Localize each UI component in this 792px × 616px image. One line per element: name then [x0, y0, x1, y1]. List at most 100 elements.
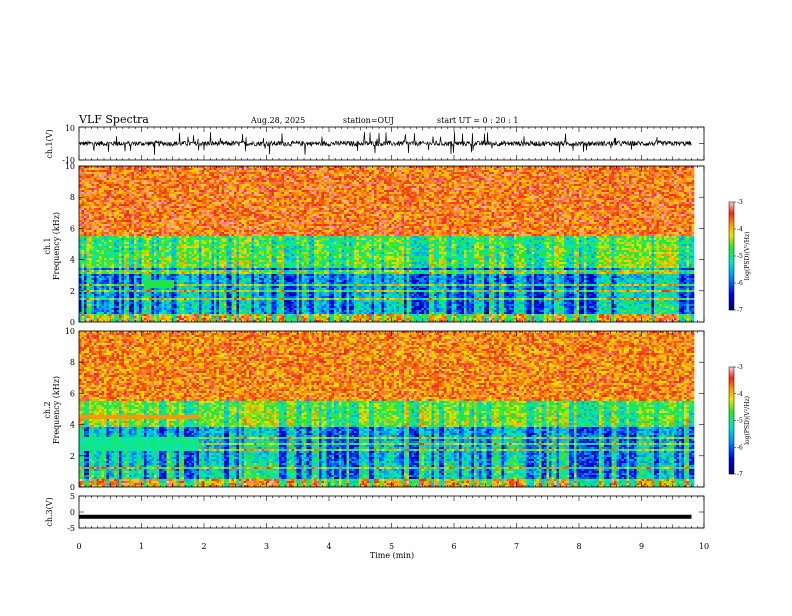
- spectrogram-cell: [154, 174, 157, 176]
- spectrogram-cell: [124, 304, 127, 306]
- spectrogram-cell: [179, 230, 182, 232]
- spectrogram-cell: [184, 280, 187, 282]
- spectrogram-cell: [119, 252, 122, 254]
- spectrogram-cell: [199, 208, 202, 210]
- spectrogram-cell: [187, 250, 190, 252]
- spectrogram-cell: [164, 282, 167, 284]
- spectrogram-cell: [109, 210, 112, 212]
- spectrogram-cell: [187, 280, 190, 282]
- spectrogram-cell: [112, 172, 115, 174]
- spectrogram-cell: [197, 262, 200, 264]
- spectrogram-cell: [129, 214, 132, 216]
- spectrogram-cell: [162, 208, 165, 210]
- spectrogram-cell: [82, 250, 85, 252]
- spectrogram-cell: [129, 246, 132, 248]
- spectrogram-cell: [119, 242, 122, 244]
- spectrogram-cell: [187, 202, 190, 204]
- spectrogram-cell: [119, 248, 122, 250]
- spectrogram-cell: [152, 266, 155, 268]
- spectrogram-cell: [177, 220, 180, 222]
- spectrogram-cell: [117, 188, 120, 190]
- spectrogram-cell: [114, 294, 117, 296]
- spectrogram-cell: [207, 280, 210, 282]
- spectrogram-cell: [124, 190, 127, 192]
- spectrogram-cell: [87, 288, 90, 290]
- spectrogram-cell: [137, 294, 140, 296]
- spectrogram-cell: [174, 236, 177, 238]
- spectrogram-cell: [92, 232, 95, 234]
- spectrogram-cell: [144, 284, 147, 286]
- spectrogram-cell: [94, 290, 97, 292]
- spectrogram-cell: [222, 202, 225, 204]
- spectrogram-cell: [227, 268, 230, 270]
- spectrogram-cell: [167, 194, 170, 196]
- spectrogram-cell: [192, 172, 195, 174]
- spectrogram-cell: [84, 286, 87, 288]
- spectrogram-cell: [187, 302, 190, 304]
- spectrogram-cell: [147, 234, 150, 236]
- spectrogram-cell: [202, 258, 205, 260]
- spectrogram-cell: [164, 220, 167, 222]
- spectrogram-cell: [104, 316, 107, 318]
- spectrogram-cell: [199, 270, 202, 272]
- spectrogram-cell: [137, 282, 140, 284]
- spectrogram-cell: [227, 176, 230, 178]
- spectrogram-cell: [149, 258, 152, 260]
- spectrogram-cell: [224, 270, 227, 272]
- spectrogram-cell: [142, 306, 145, 308]
- spectrogram-cell: [107, 228, 110, 230]
- spectrogram-cell: [157, 170, 160, 172]
- spectrogram-cell: [114, 182, 117, 184]
- spectrogram-cell: [129, 188, 132, 190]
- spectrogram-cell: [197, 268, 200, 270]
- spectrogram-cell: [152, 306, 155, 308]
- spectrogram-cell: [129, 248, 132, 250]
- spectrogram-cell: [177, 292, 180, 294]
- spectrogram-cell: [187, 180, 190, 182]
- spectrogram-cell: [99, 288, 102, 290]
- spectrogram-cell: [182, 178, 185, 180]
- spectrogram-cell: [219, 272, 222, 274]
- spectrogram-cell: [219, 304, 222, 306]
- spectrogram-cell: [152, 220, 155, 222]
- spectrogram-cell: [82, 234, 85, 236]
- spectrogram-cell: [94, 204, 97, 206]
- spectrogram-cell: [122, 172, 125, 174]
- spectrogram-cell: [107, 290, 110, 292]
- spectrogram-cell: [224, 226, 227, 228]
- spectrogram-cell: [199, 194, 202, 196]
- spectrogram-cell: [124, 208, 127, 210]
- spectrogram-cell: [114, 208, 117, 210]
- spectrogram-cell: [189, 304, 192, 306]
- spectrogram-cell: [154, 302, 157, 304]
- spectrogram-cell: [172, 222, 175, 224]
- spectrogram-cell: [114, 206, 117, 208]
- spectrogram-cell: [94, 312, 97, 314]
- spectrogram-cell: [114, 192, 117, 194]
- spectrogram-cell: [104, 222, 107, 224]
- spectrogram-cell: [184, 298, 187, 300]
- spectrogram-cell: [199, 182, 202, 184]
- spectrogram-cell: [219, 168, 222, 170]
- spectrogram-cell: [222, 248, 225, 250]
- spectrogram-cell: [189, 198, 192, 200]
- spectrogram-cell: [79, 182, 82, 184]
- spectrogram-cell: [224, 300, 227, 302]
- spectrogram-cell: [159, 230, 162, 232]
- spectrogram-cell: [227, 196, 230, 198]
- spectrogram-cell: [89, 306, 92, 308]
- spectrogram-cell: [119, 192, 122, 194]
- spectrogram-cell: [189, 232, 192, 234]
- spectrogram-cell: [167, 316, 170, 318]
- spectrogram-cell: [232, 186, 235, 188]
- spectrogram-cell: [202, 310, 205, 312]
- spectrogram-cell: [172, 264, 175, 266]
- spectrogram-cell: [114, 298, 117, 300]
- spectrogram-cell: [142, 272, 145, 274]
- spectrogram-cell: [164, 296, 167, 298]
- spectrogram-cell: [114, 172, 117, 174]
- spectrogram-cell: [227, 314, 230, 316]
- spectrogram-cell: [87, 226, 90, 228]
- spectrogram-cell: [204, 244, 207, 246]
- spectrogram-cell: [182, 312, 185, 314]
